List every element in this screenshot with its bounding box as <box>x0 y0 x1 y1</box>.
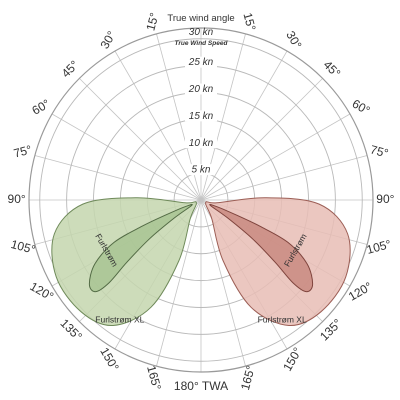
angle-label-right-30: 30° <box>283 29 304 52</box>
spoke-left-75 <box>34 155 202 201</box>
spoke-right-45 <box>200 78 323 201</box>
angle-label-left-60: 60° <box>30 96 53 117</box>
speed-label-bg-25 <box>185 56 217 68</box>
polar-grid <box>28 27 374 373</box>
chart-title: True wind angle <box>167 13 234 24</box>
spoke-right-165 <box>200 199 246 367</box>
speed-label-10-kn: 10 kn <box>189 138 214 149</box>
area-furlstr-m-right <box>209 203 314 293</box>
ring-30-kn <box>39 38 363 362</box>
angle-label-right-75: 75° <box>369 142 390 160</box>
spoke-left-165 <box>156 199 202 367</box>
angle-label-right-165: 165° <box>238 364 258 392</box>
speed-label-30-kn-top: 30 kn <box>189 27 214 38</box>
speed-label-bg-10 <box>185 137 217 149</box>
speed-label-15-kn: 15 kn <box>189 111 214 122</box>
angle-label-left-105: 105° <box>9 237 37 257</box>
speed-label-25-kn: 25 kn <box>188 57 214 68</box>
angle-label-left-120: 120° <box>28 279 57 304</box>
angle-label-left-165: 165° <box>144 364 164 392</box>
angle-label-left-30: 30° <box>98 28 119 51</box>
spoke-right-30 <box>200 50 288 201</box>
angle-label-180: 180° TWA <box>174 379 228 393</box>
angle-label-right-105: 105° <box>365 237 393 257</box>
angle-label-left-150: 150° <box>97 345 122 374</box>
outer-ring <box>28 27 374 373</box>
angle-label-right-15: 15° <box>240 11 258 32</box>
angle-label-left-90: 90° <box>8 192 26 206</box>
speed-label-20-kn: 20 kn <box>188 84 214 95</box>
speed-label-bg-15 <box>185 110 217 122</box>
angle-label-left-75: 75° <box>12 142 33 160</box>
angle-label-left-15: 15° <box>143 11 161 32</box>
angle-label-right-60: 60° <box>350 97 373 118</box>
spoke-right-75 <box>200 155 368 201</box>
series-label-furlstr-m-xl-right: Furlstrøm XL <box>258 315 307 325</box>
spoke-left-30 <box>114 50 202 201</box>
polar-areas <box>51 197 351 326</box>
speed-label-bg-5 <box>187 164 215 176</box>
angle-label-right-90: 90° <box>376 192 394 206</box>
series-label-furlstr-m-xl-left: Furlstrøm XL <box>95 315 144 325</box>
angle-label-left-45: 45° <box>59 58 82 81</box>
angle-label-right-150: 150° <box>280 345 305 374</box>
angle-label-right-45: 45° <box>321 58 344 81</box>
area-furlstr-m-left <box>88 203 193 293</box>
spoke-right-60 <box>200 113 351 201</box>
radial-tick-labels: 5 kn 10 kn 15 kn 20 kn 25 kn 30 kn <box>185 27 217 176</box>
spoke-left-45 <box>79 78 202 201</box>
radial-axis-title: True Wind Speed <box>175 40 229 47</box>
angle-label-right-120: 120° <box>346 279 375 304</box>
speed-label-5-kn: 5 kn <box>192 165 211 176</box>
spoke-left-60 <box>51 113 202 201</box>
speed-label-bg-20 <box>185 83 217 95</box>
